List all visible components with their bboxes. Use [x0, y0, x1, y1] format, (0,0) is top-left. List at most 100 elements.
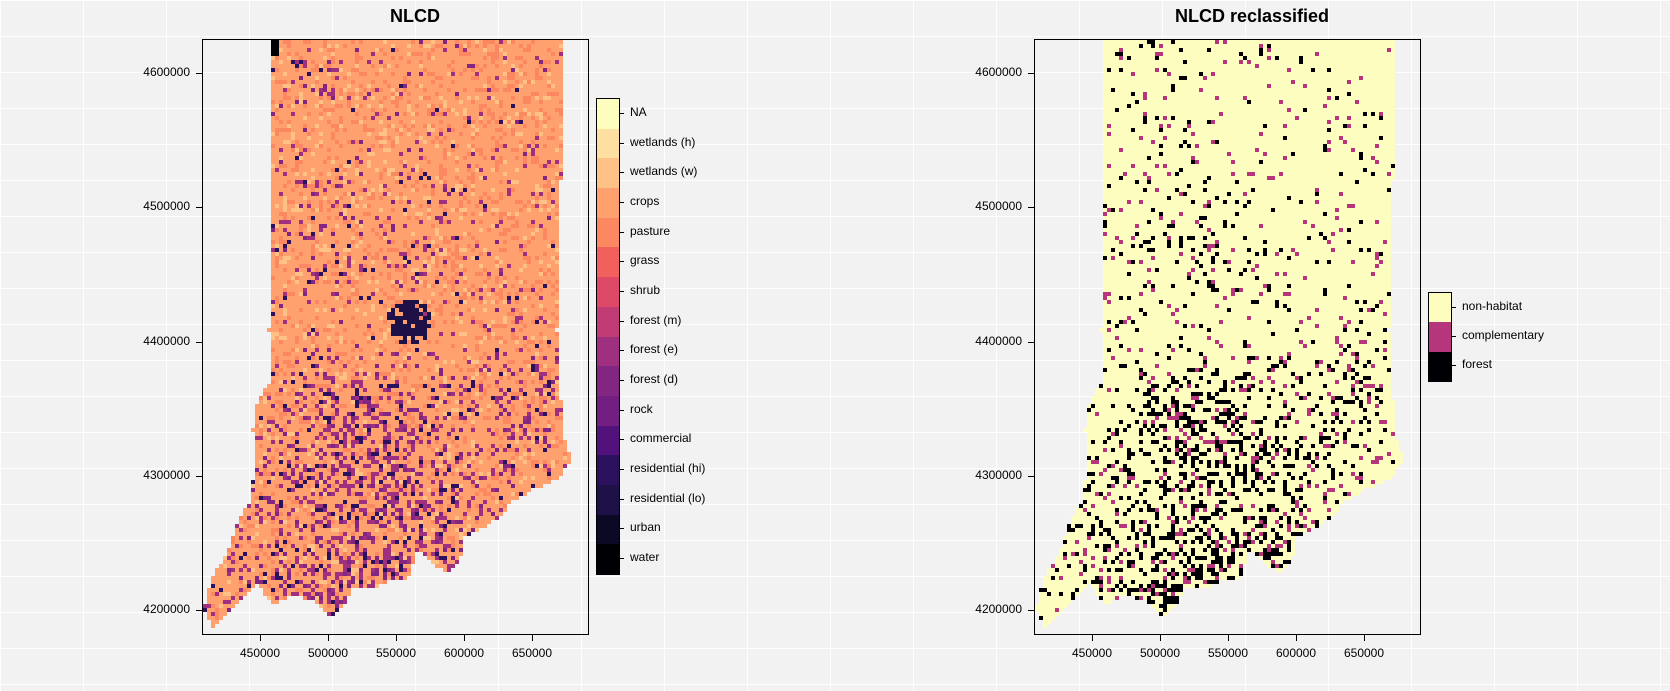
raster-cell — [559, 76, 563, 80]
raster-cell — [303, 52, 307, 56]
raster-cell — [415, 136, 419, 140]
raster-cell — [451, 224, 455, 228]
raster-cell — [311, 308, 315, 312]
raster-cell — [523, 232, 527, 236]
raster-cell — [479, 184, 483, 188]
raster-cell — [363, 268, 367, 272]
raster-cell — [543, 88, 547, 92]
raster-cell — [307, 56, 311, 60]
raster-cell — [351, 208, 355, 212]
raster-cell — [551, 184, 555, 188]
raster-cell — [523, 160, 527, 164]
raster-cell — [439, 64, 443, 68]
raster-cell — [287, 92, 291, 96]
raster-cell — [451, 180, 455, 184]
raster-cell — [315, 236, 319, 240]
raster-cell — [499, 292, 503, 296]
raster-cell — [415, 148, 419, 152]
raster-cell — [479, 280, 483, 284]
raster-cell — [507, 244, 511, 248]
raster-cell — [295, 272, 299, 276]
raster-cell — [379, 224, 383, 228]
map-title: NLCD — [390, 6, 440, 26]
raster-cell — [427, 76, 431, 80]
raster-cell — [327, 120, 331, 124]
raster-cell — [387, 40, 391, 44]
raster-cell — [479, 248, 483, 252]
raster-cell — [271, 128, 275, 132]
raster-cell — [511, 120, 515, 124]
raster-cell — [367, 184, 371, 188]
raster-cell — [279, 236, 283, 240]
raster-cell — [335, 196, 339, 200]
raster-cell — [327, 184, 331, 188]
raster-cell — [479, 188, 483, 192]
raster-cell — [511, 276, 515, 280]
raster-cell — [371, 176, 375, 180]
raster-cell — [531, 184, 535, 188]
raster-cell — [543, 44, 547, 48]
raster-cell — [271, 248, 275, 252]
raster-cell — [395, 108, 399, 112]
raster-cell — [339, 120, 343, 124]
raster-cell — [459, 192, 463, 196]
raster-cell — [383, 160, 387, 164]
raster-cell — [531, 244, 535, 248]
raster-cell — [327, 296, 331, 300]
raster-cell — [363, 48, 367, 52]
raster-cell — [355, 140, 359, 144]
raster-cell — [547, 260, 551, 264]
raster-cell — [411, 92, 415, 96]
raster-cell — [403, 272, 407, 276]
raster-cell — [315, 260, 319, 264]
raster-cell — [323, 52, 327, 56]
raster-cell — [279, 172, 283, 176]
raster-cell — [415, 240, 419, 244]
raster-cell — [519, 236, 523, 240]
raster-cell — [495, 168, 499, 172]
raster-cell — [331, 164, 335, 168]
raster-cell — [503, 248, 507, 252]
raster-cell — [367, 200, 371, 204]
raster-cell — [519, 300, 523, 304]
raster-cell — [279, 92, 283, 96]
raster-cell — [279, 312, 283, 316]
raster-cell — [295, 72, 299, 76]
raster-cell — [535, 264, 539, 268]
raster-cell — [351, 196, 355, 200]
raster-cell — [491, 76, 495, 80]
raster-cell — [471, 144, 475, 148]
raster-cell — [419, 288, 423, 292]
raster-cell — [315, 184, 319, 188]
raster-cell — [343, 72, 347, 76]
raster-cell — [287, 260, 291, 264]
raster-cell — [455, 176, 459, 180]
raster-cell — [547, 212, 551, 216]
raster-cell — [335, 108, 339, 112]
raster-cell — [471, 224, 475, 228]
raster-cell — [539, 192, 543, 196]
raster-cell — [367, 180, 371, 184]
raster-cell — [419, 208, 423, 212]
raster-cell — [479, 68, 483, 72]
raster-cell — [431, 308, 435, 312]
raster-cell — [499, 264, 503, 268]
raster-cell — [495, 160, 499, 164]
raster-cell — [359, 140, 363, 144]
raster-cell — [335, 204, 339, 208]
raster-cell — [447, 196, 451, 200]
raster-cell — [351, 244, 355, 248]
raster-cell — [415, 176, 419, 180]
raster-cell — [291, 244, 295, 248]
raster-cell — [375, 296, 379, 300]
raster-cell — [307, 196, 311, 200]
raster-cell — [455, 116, 459, 120]
raster-cell — [555, 300, 559, 304]
raster-cell — [515, 116, 519, 120]
raster-cell — [307, 188, 311, 192]
raster-cell — [407, 156, 411, 160]
raster-cell — [427, 96, 431, 100]
raster-cell — [511, 40, 515, 44]
raster-cell — [307, 96, 311, 100]
raster-cell — [371, 136, 375, 140]
